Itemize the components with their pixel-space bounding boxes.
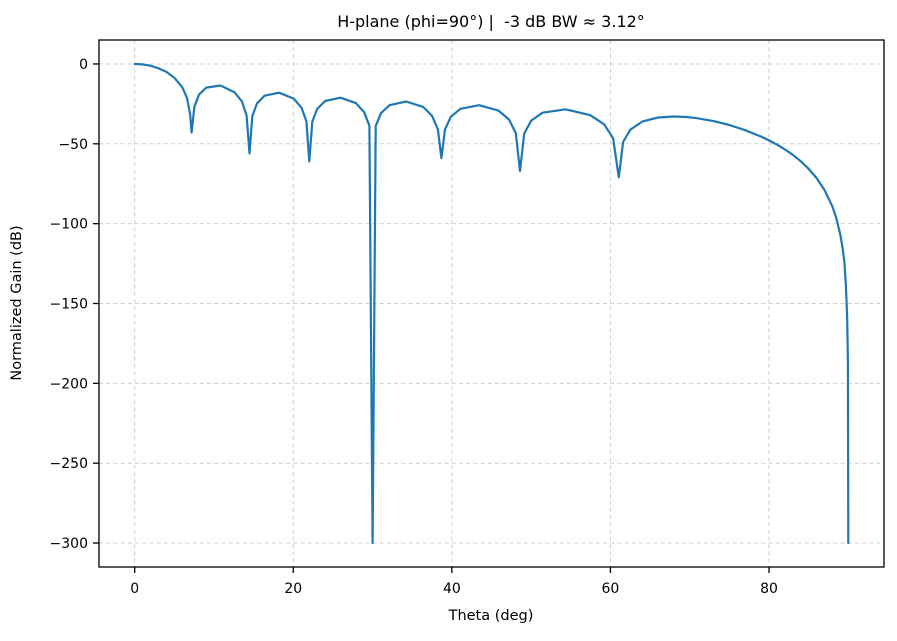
y-tick-label: 0 (79, 57, 88, 73)
y-axis-label: Normalized Gain (dB) (9, 225, 25, 380)
x-tick-label: 40 (443, 581, 461, 597)
x-axis-label: Theta (deg) (448, 608, 534, 624)
x-tick-label: 80 (760, 581, 778, 597)
y-tick-label: −150 (50, 297, 88, 313)
curve-layer (133, 62, 850, 545)
x-tick-label: 60 (602, 581, 620, 597)
y-tick-label: −200 (50, 376, 88, 392)
gain-curve (133, 62, 850, 545)
chart-title: H-plane (phi=90°) | -3 dB BW ≈ 3.12° (337, 12, 645, 31)
y-tick-label: −250 (50, 456, 88, 472)
y-tick-label: −100 (50, 217, 88, 233)
grid-layer (99, 40, 884, 567)
x-tick-label: 0 (130, 581, 139, 597)
x-tick-label: 20 (284, 581, 302, 597)
y-tick-label: −300 (50, 536, 88, 552)
tick-layer: 0 20 40 60 80 0 −50 −100 −150 −200 −250 −300 (50, 57, 778, 597)
y-tick-label: −50 (58, 137, 88, 153)
